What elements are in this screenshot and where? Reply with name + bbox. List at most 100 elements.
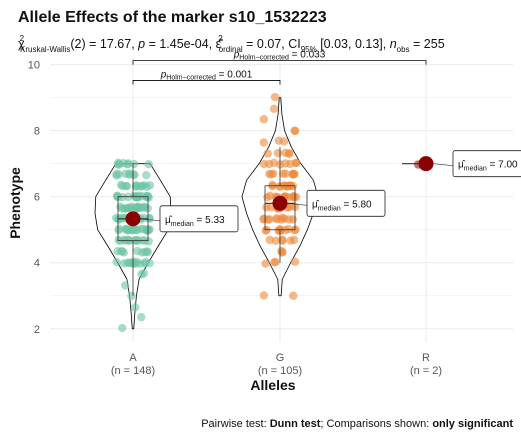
data-point-G (273, 148, 283, 158)
plot-area: 2 4 6 8 10 μ̂median = 5.33 A(n = 148) μ̂median … (28, 50, 521, 377)
data-point-G (290, 126, 300, 136)
x-axis-title: Alleles (250, 377, 295, 393)
comparison-bracket-AR (132, 60, 427, 65)
data-point-A (130, 303, 140, 312)
data-point-A (131, 182, 141, 191)
data-point-G (272, 214, 281, 223)
y-axis-title: Phenotype (7, 167, 23, 239)
data-point-A (118, 323, 127, 333)
data-point-G (290, 257, 300, 266)
data-point-G (291, 158, 301, 168)
data-point-G (259, 159, 269, 169)
x-tick-count-G: (n = 105) (258, 365, 302, 377)
data-point-G (267, 170, 276, 179)
data-point-G (259, 138, 268, 147)
y-tick-label: 6 (34, 192, 40, 204)
median-label-box-A (159, 205, 239, 233)
data-point-A (129, 159, 139, 169)
data-point-G (259, 291, 269, 300)
data-point-G (274, 136, 283, 145)
data-point-A (129, 225, 138, 234)
median-point-R (418, 156, 434, 172)
data-point-A (142, 247, 152, 256)
data-point-G (270, 92, 280, 102)
y-tick-label: 2 (34, 324, 40, 336)
data-point-A (145, 213, 154, 223)
data-point-A (118, 181, 127, 191)
median-point-G (272, 195, 288, 211)
data-point-A (120, 204, 130, 213)
data-point-A (117, 247, 127, 256)
y-tick-label: 4 (34, 258, 40, 270)
data-point-A (129, 170, 138, 180)
x-tick-count-R: (n = 2) (410, 365, 442, 377)
x-tick-label-R: R (422, 352, 430, 364)
median-label-box-G (306, 189, 386, 217)
data-point-A (137, 269, 146, 279)
data-point-A (145, 181, 155, 190)
data-point-A (127, 202, 136, 211)
chart-title: Allele Effects of the marker s10_1532223 (18, 9, 327, 26)
data-point-G (269, 158, 279, 168)
data-point-G (259, 115, 269, 124)
median-label-A: μ̂median = 5.33 (165, 214, 225, 228)
violin-G (241, 97, 319, 297)
data-point-G (268, 180, 277, 190)
data-point-G (289, 192, 298, 201)
data-point-A (140, 203, 149, 212)
median-label-leader-G (286, 203, 308, 206)
data-point-G (261, 226, 271, 235)
data-point-A (126, 258, 135, 268)
median-label-leader-A (139, 218, 161, 222)
data-point-A (112, 169, 121, 179)
comparison-bracket-AG (132, 80, 281, 85)
caption: Pairwise test: Dunn test; Comparisons sh… (201, 418, 513, 430)
x-tick-label-G: G (276, 352, 285, 364)
data-point-G (279, 169, 288, 178)
data-point-A (114, 235, 123, 245)
data-point-A (114, 226, 123, 235)
data-point-G (290, 225, 299, 235)
x-tick-label-A: A (129, 352, 137, 364)
comparison-label-AG: pHolm−corrected = 0.001 (160, 69, 253, 81)
data-point-A (112, 257, 121, 267)
data-point-A (119, 158, 128, 168)
data-point-G (269, 104, 279, 113)
data-point-A (144, 226, 153, 235)
median-label-G: μ̂median = 5.80 (312, 198, 372, 212)
data-point-G (263, 149, 272, 158)
data-point-G (265, 191, 275, 200)
median-point-A (125, 211, 141, 227)
data-point-A (132, 193, 142, 202)
data-point-G (275, 224, 285, 234)
data-point-A (136, 312, 146, 322)
median-label-leader-R (432, 163, 454, 166)
data-point-A (121, 169, 130, 178)
data-point-G (281, 148, 290, 158)
y-tick-label: 8 (34, 126, 40, 138)
data-point-A (121, 225, 130, 234)
data-point-G (281, 159, 290, 168)
comparison-label-AR: pHolm−corrected = 0.033 (233, 50, 326, 62)
data-point-G (265, 215, 274, 224)
x-tick-count-A: (n = 148) (111, 365, 155, 377)
data-point-G (265, 235, 274, 245)
data-point-A (141, 257, 150, 267)
median-label-R: μ̂median = 7.00 (458, 159, 518, 173)
y-tick-label: 10 (28, 60, 40, 72)
data-point-G (261, 259, 270, 268)
data-point-A (142, 170, 151, 180)
box-G (264, 185, 296, 231)
data-point-A (112, 192, 122, 201)
data-point-G (278, 248, 287, 257)
data-point-A (119, 259, 129, 268)
data-point-G (286, 236, 295, 245)
data-point-G (288, 169, 297, 179)
data-point-G (289, 291, 298, 300)
data-point-A (127, 291, 136, 301)
data-point-A (121, 281, 130, 290)
data-point-A (144, 160, 153, 169)
median-label-box-R (452, 150, 521, 178)
chart-subtitle: χ2 Kruskal-Wallis(2) = 17.67, p = 1.45e-0… (18, 34, 445, 54)
